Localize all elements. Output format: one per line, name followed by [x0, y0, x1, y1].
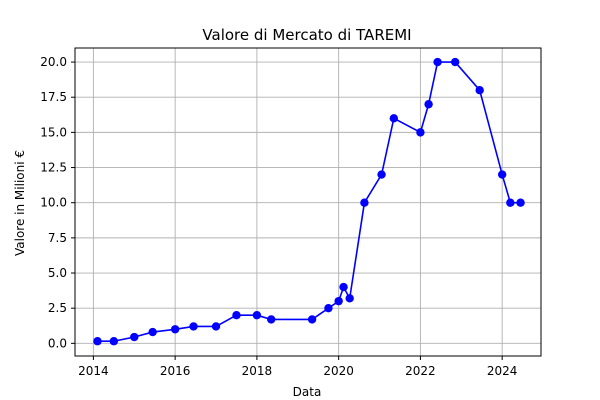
- data-point: [252, 311, 262, 320]
- data-point: [516, 198, 525, 207]
- x-tick-label: 2022: [405, 364, 436, 378]
- y-tick-label: 10.0: [40, 196, 67, 210]
- data-point: [109, 337, 119, 346]
- data-point: [377, 170, 386, 179]
- series-line: [97, 61, 521, 343]
- data-point: [170, 325, 180, 334]
- x-tick-label: 2018: [242, 364, 273, 378]
- data-point: [424, 100, 433, 109]
- grid: [75, 48, 541, 356]
- data-point: [497, 170, 507, 179]
- axis-ticks: 2014 2016 2018 2020 2022 2024 0.0 2.5 5.0 7.5 10.0…: [40, 55, 517, 378]
- y-tick-label: 2.5: [48, 301, 67, 315]
- data-series: [93, 57, 525, 346]
- x-tick-label: 2014: [78, 364, 109, 378]
- x-axis-label: Data: [293, 385, 322, 399]
- data-point: [450, 57, 460, 67]
- data-point: [232, 311, 241, 320]
- data-point: [345, 294, 354, 303]
- plot-area: [74, 47, 542, 357]
- y-tick-label: 12.5: [40, 161, 67, 175]
- data-point: [506, 198, 515, 207]
- data-point: [307, 315, 317, 324]
- y-tick-label: 5.0: [48, 266, 67, 280]
- y-axis-label: Valore in Milioni €: [13, 150, 27, 256]
- chart-title: Valore di Mercato di TAREMI: [202, 26, 411, 44]
- data-point: [211, 322, 221, 331]
- y-tick-label: 7.5: [48, 231, 67, 245]
- data-point: [339, 282, 348, 292]
- data-point: [189, 322, 198, 331]
- data-point: [148, 327, 157, 337]
- data-point: [267, 315, 276, 324]
- data-point: [416, 128, 425, 137]
- data-point: [360, 198, 369, 207]
- x-tick-label: 2020: [323, 364, 354, 378]
- y-tick-label: 20.0: [40, 55, 67, 69]
- data-point: [334, 296, 343, 306]
- data-point: [389, 114, 399, 123]
- y-tick-label: 15.0: [40, 125, 67, 139]
- y-tick-label: 0.0: [48, 336, 67, 350]
- y-tick-label: 17.5: [40, 90, 67, 104]
- data-point: [475, 85, 484, 95]
- data-point: [93, 337, 102, 346]
- x-tick-label: 2024: [487, 364, 518, 378]
- x-tick-label: 2016: [160, 364, 191, 378]
- data-point: [324, 303, 333, 313]
- data-point: [433, 57, 442, 67]
- data-point: [130, 332, 139, 342]
